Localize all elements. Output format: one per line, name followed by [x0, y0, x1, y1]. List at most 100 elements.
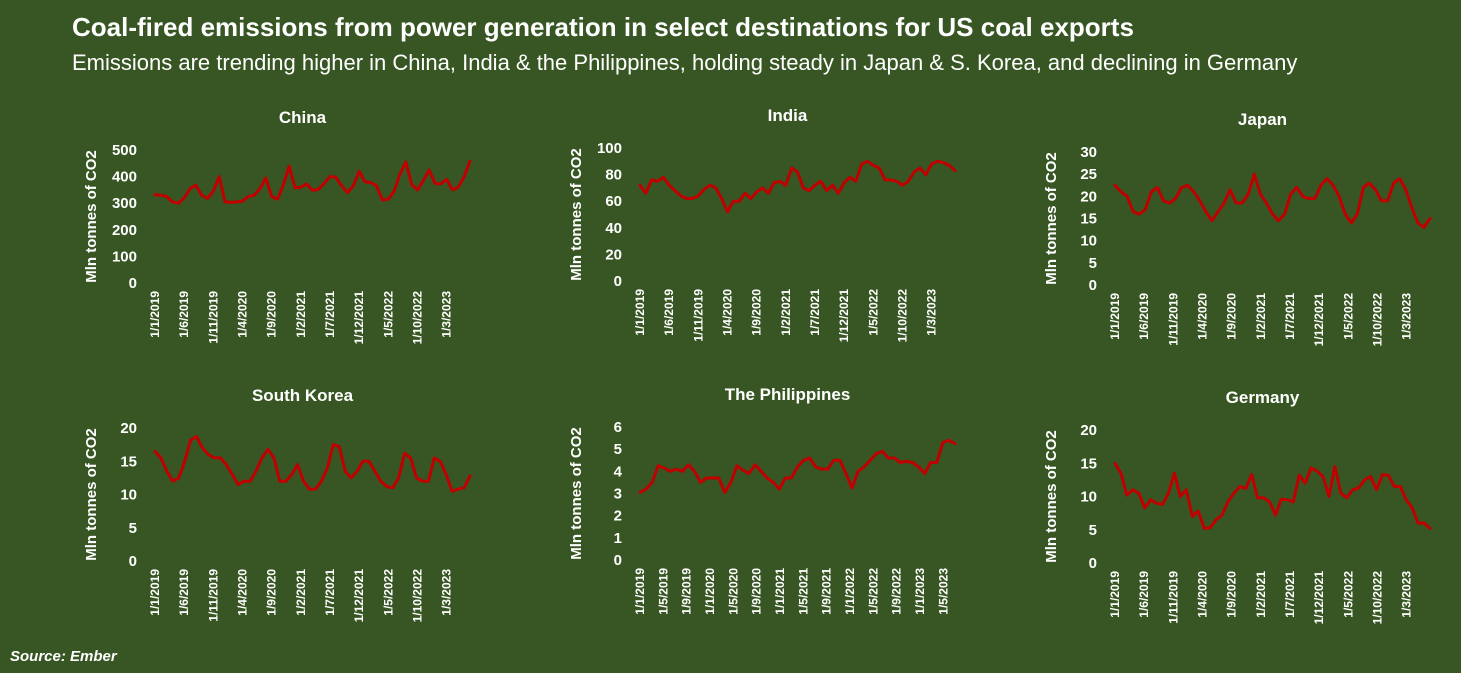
y-tick-label: 100	[112, 248, 137, 265]
x-tick-label: 1/6/2019	[1137, 571, 1151, 618]
x-tick-label: 1/10/2022	[411, 569, 425, 623]
y-tick-label: 10	[1080, 233, 1097, 250]
x-tick-label: 1/5/2022	[1341, 293, 1355, 340]
y-tick-label: 200	[112, 222, 137, 239]
chart-title: China	[279, 108, 327, 127]
y-tick-label: 60	[605, 193, 622, 210]
y-axis-label: Mln tonnes of CO2	[1043, 430, 1060, 563]
x-tick-label: 1/11/2019	[1166, 293, 1180, 346]
x-tick-label: 1/5/2022	[866, 289, 880, 336]
x-tick-label: 1/10/2022	[896, 289, 910, 343]
x-tick-label: 1/10/2022	[1371, 293, 1385, 347]
x-tick-label: 1/1/2021	[773, 568, 787, 615]
series-line	[1113, 461, 1432, 530]
y-axis-label: Mln tonnes of CO2	[568, 427, 585, 560]
y-tick-label: 20	[1080, 422, 1097, 439]
x-tick-label: 1/10/2022	[411, 291, 425, 345]
x-tick-label: 1/4/2020	[721, 289, 735, 336]
x-tick-label: 1/9/2020	[750, 568, 764, 615]
x-tick-label: 1/5/2022	[1341, 571, 1355, 618]
x-tick-label: 1/1/2019	[633, 568, 647, 615]
y-tick-label: 500	[112, 142, 137, 159]
series-line	[153, 159, 472, 205]
y-tick-label: 15	[1080, 211, 1097, 228]
x-tick-label: 1/5/2022	[381, 291, 395, 338]
y-tick-label: 80	[605, 167, 622, 184]
series-line	[638, 438, 957, 494]
x-tick-label: 1/6/2019	[1137, 293, 1151, 340]
x-tick-label: 1/3/2023	[440, 569, 454, 616]
series-line	[153, 435, 472, 493]
y-tick-label: 5	[1089, 522, 1097, 539]
y-tick-label: 3	[614, 486, 622, 503]
y-tick-label: 20	[120, 420, 137, 437]
x-tick-label: 1/2/2021	[1254, 571, 1268, 618]
chart-title: The Philippines	[725, 385, 851, 404]
y-tick-label: 0	[129, 553, 137, 570]
x-tick-label: 1/5/2020	[726, 568, 740, 615]
y-tick-label: 300	[112, 195, 137, 212]
y-tick-label: 1	[614, 530, 622, 547]
x-tick-label: 1/1/2023	[913, 568, 927, 615]
chart-title: India	[768, 106, 808, 125]
chart-title: South Korea	[252, 386, 354, 405]
y-tick-label: 6	[614, 419, 622, 436]
y-tick-label: 0	[614, 552, 622, 569]
x-tick-label: 1/3/2023	[440, 291, 454, 338]
x-tick-label: 1/12/2021	[1312, 293, 1326, 347]
y-axis-label: Mln tonnes of CO2	[1043, 152, 1060, 285]
x-tick-label: 1/1/2019	[1108, 293, 1122, 340]
x-tick-label: 1/2/2021	[779, 289, 793, 336]
chart-south-korea: South Korea Mln tonnes of CO2 0 5 10 15 20 1/1/…	[83, 386, 472, 623]
x-tick-label: 1/9/2020	[1225, 571, 1239, 618]
y-tick-label: 5	[129, 520, 137, 537]
y-tick-label: 10	[1080, 489, 1097, 506]
x-tick-label: 1/5/2021	[796, 568, 810, 615]
y-tick-label: 20	[605, 246, 622, 263]
x-tick-label: 1/7/2021	[323, 291, 337, 338]
x-tick-label: 1/11/2019	[206, 569, 220, 622]
x-tick-label: 1/1/2019	[148, 291, 162, 338]
y-axis-label: Mln tonnes of CO2	[568, 148, 585, 281]
x-tick-label: 1/2/2021	[294, 291, 308, 338]
x-tick-label: 1/11/2019	[1166, 571, 1180, 624]
x-tick-label: 1/2/2021	[294, 569, 308, 616]
x-tick-label: 1/11/2019	[206, 291, 220, 344]
x-tick-label: 1/4/2020	[1196, 571, 1210, 618]
y-tick-label: 30	[1080, 144, 1097, 161]
x-tick-label: 1/12/2021	[1312, 571, 1326, 625]
y-tick-label: 25	[1080, 166, 1097, 183]
x-tick-label: 1/9/2019	[680, 568, 694, 615]
x-tick-label: 1/4/2020	[236, 291, 250, 338]
page-subtitle: Emissions are trending higher in China, …	[72, 50, 1298, 75]
x-tick-label: 1/3/2023	[1400, 293, 1414, 340]
x-tick-label: 1/4/2020	[236, 569, 250, 616]
x-tick-label: 1/7/2021	[1283, 293, 1297, 340]
x-tick-label: 1/7/2021	[808, 289, 822, 336]
chart-japan: Japan Mln tonnes of CO2 0 5 10 15 20 25 30 1/1/20…	[1043, 110, 1432, 347]
y-tick-label: 0	[1089, 555, 1097, 572]
x-tick-label: 1/12/2021	[837, 289, 851, 343]
x-tick-label: 1/6/2019	[662, 289, 676, 336]
x-tick-label: 1/3/2023	[925, 289, 939, 336]
x-tick-label: 1/1/2020	[703, 568, 717, 615]
x-tick-label: 1/9/2021	[820, 568, 834, 615]
y-tick-label: 10	[120, 487, 137, 504]
x-tick-label: 1/5/2019	[656, 568, 670, 615]
y-tick-label: 40	[605, 220, 622, 237]
x-tick-label: 1/9/2020	[265, 569, 279, 616]
x-tick-label: 1/11/2019	[691, 289, 705, 342]
chart-the-philippines: The Philippines Mln tonnes of CO2 0 1 2 3 4 5 6 1…	[568, 385, 957, 615]
y-tick-label: 5	[1089, 255, 1097, 272]
y-tick-label: 0	[614, 273, 622, 290]
y-axis-label: Mln tonnes of CO2	[83, 150, 100, 283]
y-tick-label: 2	[614, 508, 622, 525]
x-tick-label: 1/9/2020	[1225, 293, 1239, 340]
chart-india: India Mln tonnes of CO2 0 20 40 60 80 100 1/1/20…	[568, 106, 957, 343]
source-note: Source: Ember	[10, 648, 117, 665]
y-axis-label: Mln tonnes of CO2	[83, 428, 100, 561]
x-tick-label: 1/10/2022	[1371, 571, 1385, 625]
page-title: Coal-fired emissions from power generati…	[72, 12, 1134, 42]
x-tick-label: 1/6/2019	[177, 569, 191, 616]
x-tick-label: 1/3/2023	[1400, 571, 1414, 618]
